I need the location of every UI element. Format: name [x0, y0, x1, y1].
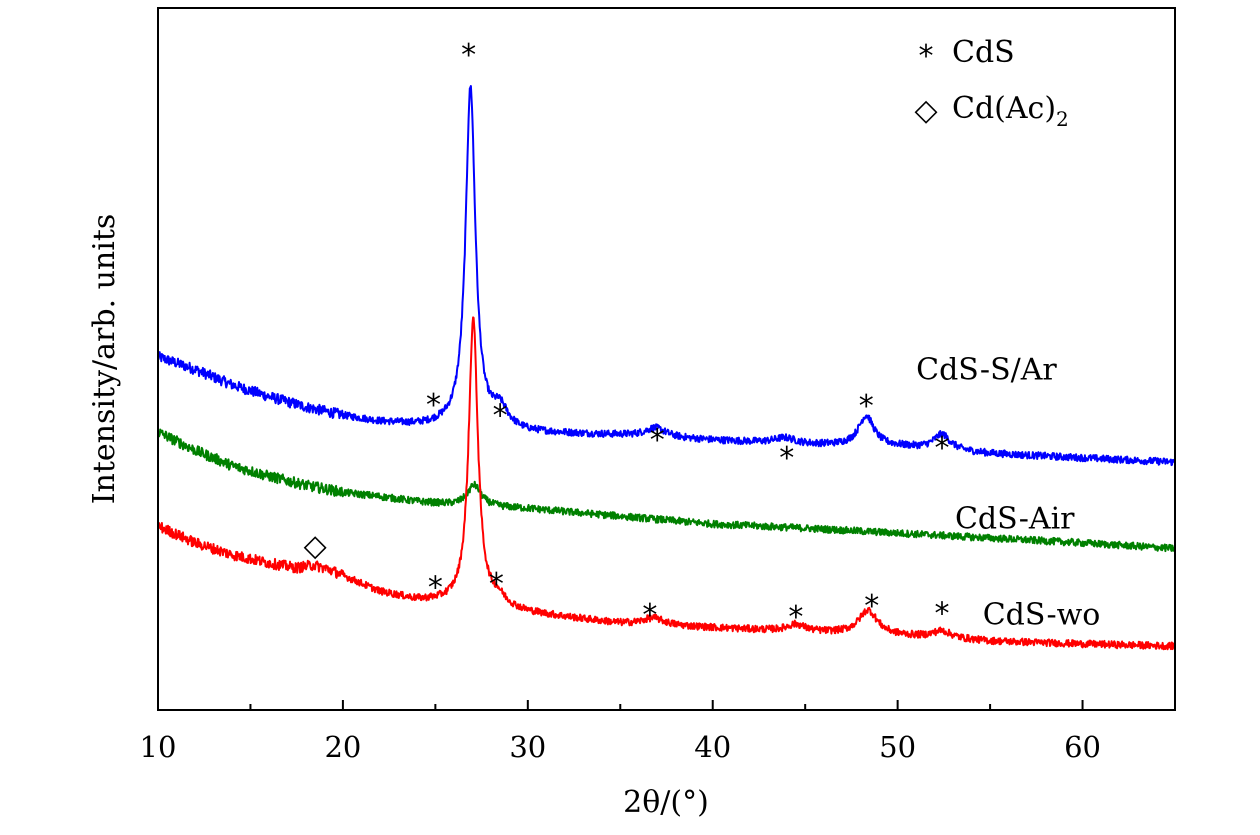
legend-asterisk-icon: * [919, 39, 934, 74]
asterisk-marker: * [650, 423, 665, 458]
series-labels: CdS-S/Ar CdS-Air CdS-wo [916, 353, 1100, 633]
x-tick-label: 40 [694, 730, 731, 764]
legend-label-cdac-sub: 2 [1056, 107, 1069, 131]
x-tick-label: 20 [324, 730, 361, 764]
asterisk-marker: * [642, 598, 657, 633]
asterisk-marker: * [779, 441, 794, 476]
asterisk-marker: * [859, 389, 874, 424]
series-line-cds-wo [157, 316, 1176, 651]
plot-frame [157, 7, 1176, 711]
peak-markers: * * * * * * * ◇ * * * * * * [304, 38, 950, 635]
x-ticks: 10 20 30 40 50 60 [140, 700, 1176, 764]
series-line-cds-s-ar [157, 85, 1176, 467]
asterisk-marker: * [493, 399, 508, 434]
asterisk-marker: * [935, 431, 950, 466]
asterisk-marker: * [428, 571, 443, 606]
x-tick-label: 60 [1064, 730, 1101, 764]
legend: * CdS ◇ Cd(Ac)2 [914, 35, 1068, 131]
x-tick-label: 50 [879, 730, 916, 764]
y-axis-title: Intensity/arb. units [87, 214, 122, 505]
asterisk-marker: * [788, 600, 803, 635]
legend-diamond-icon: ◇ [914, 93, 937, 128]
diamond-marker: ◇ [304, 529, 327, 564]
asterisk-marker: * [461, 38, 476, 73]
asterisk-marker: * [864, 589, 879, 624]
legend-label-cdac: Cd(Ac)2 [952, 91, 1069, 131]
x-tick-label: 30 [509, 730, 546, 764]
series-label: CdS-Air [955, 501, 1075, 536]
asterisk-marker: * [935, 597, 950, 632]
legend-label-cds: CdS [952, 35, 1015, 70]
asterisk-marker: * [489, 567, 504, 602]
legend-label-cdac-main: Cd(Ac) [952, 91, 1056, 126]
series-label: CdS-S/Ar [916, 353, 1057, 388]
x-tick-label: 10 [140, 730, 177, 764]
series-line-cds-air [157, 428, 1176, 553]
series-label: CdS-wo [983, 598, 1101, 633]
x-axis-title: 2θ/(°) [623, 785, 709, 820]
series-layer [157, 85, 1176, 651]
asterisk-marker: * [426, 388, 441, 423]
